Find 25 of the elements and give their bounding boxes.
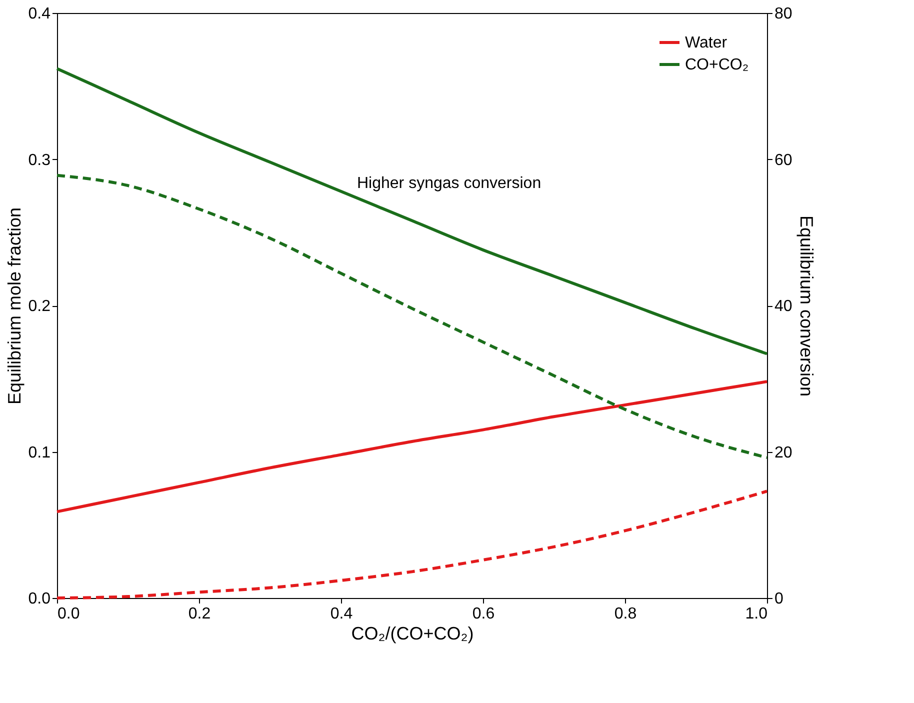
y-axis-title: Equilibrium mole fraction	[4, 207, 24, 405]
x-tick-label: 0.6	[472, 606, 495, 622]
y2-tick-label: 40	[774, 298, 792, 315]
y-tick-label: 0.3	[28, 152, 51, 169]
x-tick-label: 0.4	[330, 606, 353, 622]
y2-tick-label: 20	[774, 444, 792, 462]
legend-label: Water	[685, 34, 728, 52]
y2-tick-label: 80	[774, 6, 792, 22]
line-series	[56, 380, 768, 514]
x-tick-label: 0.8	[614, 606, 637, 622]
x-axis-title: CO₂/(CO+CO₂)	[351, 624, 474, 644]
y-tick-label: 0.0	[28, 590, 51, 608]
line-series	[56, 174, 768, 460]
y-tick-label: 0.2	[28, 298, 51, 315]
y2-tick-label: 60	[774, 152, 792, 169]
y2-tick-label: 0	[774, 590, 784, 608]
y-tick-label: 0.4	[28, 6, 51, 22]
legend-label: CO+CO₂	[685, 56, 749, 74]
line-series	[56, 490, 768, 600]
x-tick-label: 0.0	[58, 606, 80, 622]
x-tick-label: 0.2	[188, 606, 211, 622]
annotation: Higher syngas conversion	[357, 175, 542, 192]
y2-axis-title: Equilibrium conversion	[796, 215, 816, 397]
y-tick-label: 0.1	[28, 444, 51, 462]
x-tick-label: 1.0	[745, 606, 768, 622]
